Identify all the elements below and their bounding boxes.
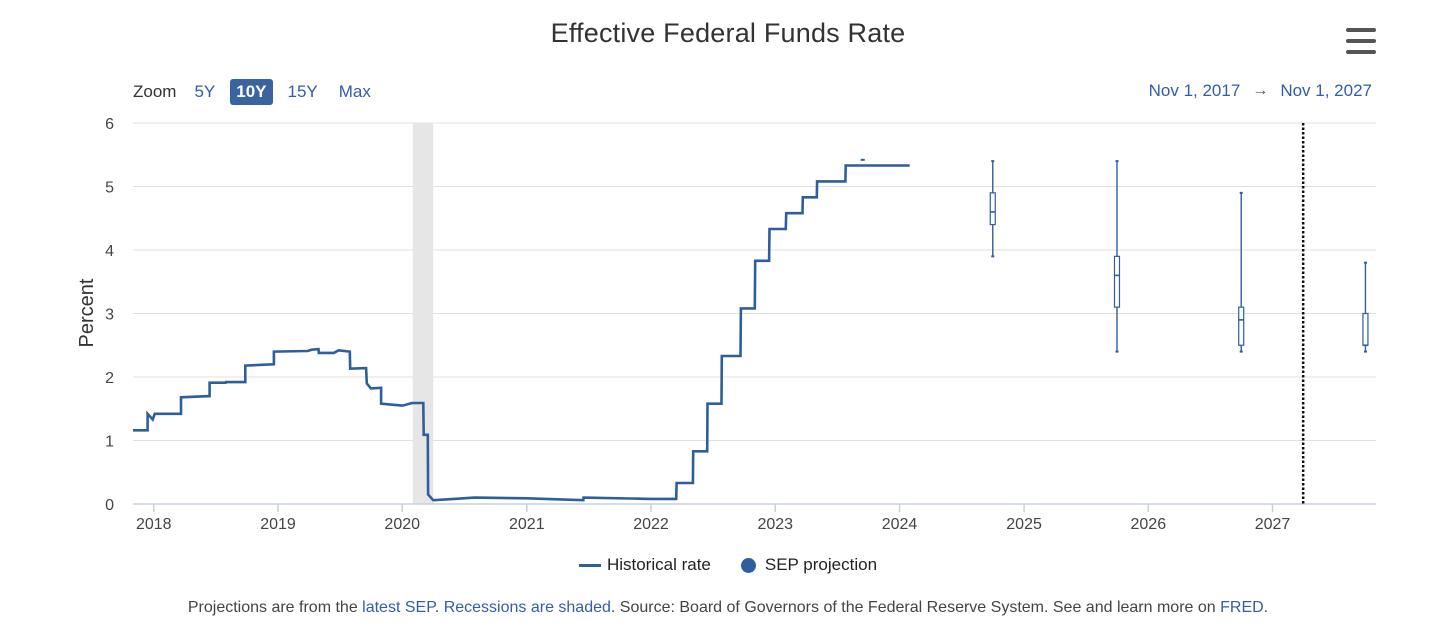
- x-tick-label: 2027: [1255, 516, 1291, 533]
- iqr-box: [1238, 306, 1245, 346]
- x-tick-label: 2024: [882, 516, 918, 533]
- chart-title: Effective Federal Funds Rate: [550, 18, 906, 48]
- iqr-box: [1113, 255, 1121, 308]
- y-tick-label: 0: [105, 497, 114, 514]
- y-tick-label: 6: [105, 116, 114, 133]
- recession-band: [412, 123, 434, 504]
- zoom-label: Zoom: [133, 82, 177, 101]
- legend-item-historical[interactable]: Historical rate: [578, 555, 711, 575]
- date-range: Nov 1, 2017 → Nov 1, 2027: [1149, 81, 1372, 101]
- x-tick-label: 2025: [1006, 516, 1042, 533]
- legend-label-sep: SEP projection: [764, 555, 878, 574]
- legend: Historical rate SEP projection: [0, 555, 1456, 575]
- y-tick-label: 2: [105, 370, 114, 387]
- x-tick-label: 2021: [509, 516, 545, 533]
- zoom-selector: Zoom 5Y 10Y 15Y Max: [133, 78, 386, 106]
- grid-lines: [133, 122, 1376, 441]
- sep-boxplot: [1362, 261, 1369, 353]
- zoom-max-button[interactable]: Max: [338, 82, 371, 101]
- footnote-text-2: .: [434, 599, 444, 616]
- zoom-15y-button[interactable]: 15Y: [287, 82, 318, 101]
- hamburger-menu-icon[interactable]: [1346, 28, 1376, 54]
- x-tick-label: 2018: [136, 516, 172, 533]
- zoom-10y-button[interactable]: 10Y: [230, 79, 273, 105]
- menu-bar: [1346, 28, 1376, 32]
- iqr-box: [1362, 312, 1369, 346]
- x-tick-label: 2022: [633, 516, 669, 533]
- historical-rate-line: [133, 164, 910, 502]
- fred-link[interactable]: FRED: [1220, 599, 1264, 616]
- sep-boxplot: [1238, 191, 1245, 353]
- sep-boxplot: [1113, 160, 1121, 353]
- x-tick-label: 2023: [757, 516, 793, 533]
- y-tick-label: 5: [105, 180, 114, 197]
- x-tick-label: 2026: [1131, 516, 1167, 533]
- y-tick-label: 1: [105, 434, 114, 451]
- x-tick-label: 2020: [384, 516, 420, 533]
- menu-bar: [1346, 50, 1376, 54]
- footnote: Projections are from the latest SEP. Rec…: [0, 599, 1456, 617]
- recessions-link[interactable]: Recessions are shaded: [443, 599, 611, 616]
- zoom-5y-button[interactable]: 5Y: [194, 82, 216, 101]
- legend-item-sep[interactable]: SEP projection: [740, 555, 878, 575]
- range-arrow-icon: →: [1252, 82, 1269, 99]
- historical-series: [133, 164, 910, 502]
- footnote-text-3: . Source: Board of Governors of the Fede…: [610, 599, 1221, 616]
- recession-shading: [412, 123, 434, 504]
- legend-dot-icon: [740, 557, 756, 573]
- footnote-text-4: .: [1263, 599, 1269, 616]
- y-tick-label: 3: [105, 307, 114, 324]
- sep-projections: [860, 158, 1369, 353]
- y-tick-label: 4: [105, 243, 114, 260]
- sep-boxplot: [989, 160, 996, 258]
- range-start-date[interactable]: Nov 1, 2017: [1148, 81, 1241, 100]
- menu-bar: [1346, 39, 1376, 43]
- legend-label-historical: Historical rate: [606, 555, 711, 574]
- footnote-text-1: Projections are from the: [187, 599, 363, 616]
- latest-sep-link[interactable]: latest SEP: [362, 599, 435, 616]
- x-tick-label: 2019: [260, 516, 296, 533]
- iqr-box: [989, 192, 996, 226]
- legend-line-icon: [578, 563, 601, 567]
- range-end-date[interactable]: Nov 1, 2027: [1280, 81, 1372, 100]
- y-axis-title: Percent: [76, 278, 98, 347]
- axes: 0 1 2 3 4 5 6 2018 2019 2020 2021 2022 2023 2024 2025 2…: [105, 116, 1376, 533]
